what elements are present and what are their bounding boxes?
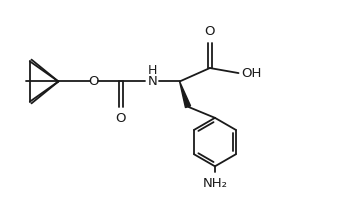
Text: O: O [116, 112, 126, 125]
Text: NH₂: NH₂ [202, 177, 227, 190]
Text: OH: OH [241, 67, 262, 80]
Text: O: O [205, 25, 215, 38]
Text: O: O [88, 75, 99, 88]
Polygon shape [180, 81, 191, 108]
Text: N: N [148, 75, 158, 88]
Text: H: H [148, 64, 157, 77]
